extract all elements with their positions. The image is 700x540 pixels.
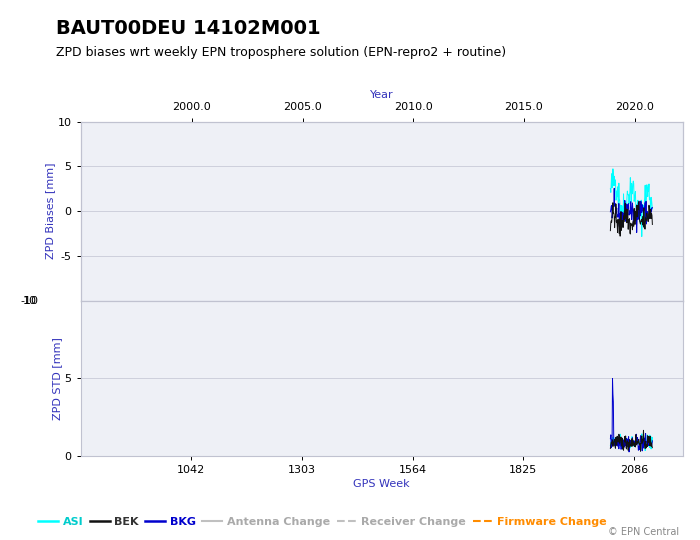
Text: 10: 10 (22, 295, 36, 306)
Text: BAUT00DEU 14102M001: BAUT00DEU 14102M001 (56, 19, 321, 38)
Legend: ASI, BEK, BKG, Antenna Change, Receiver Change, Firmware Change: ASI, BEK, BKG, Antenna Change, Receiver … (34, 513, 611, 532)
Text: ZPD biases wrt weekly EPN troposphere solution (EPN-repro2 + routine): ZPD biases wrt weekly EPN troposphere so… (56, 46, 506, 59)
X-axis label: GPS Week: GPS Week (354, 480, 410, 489)
Text: © EPN Central: © EPN Central (608, 527, 679, 537)
X-axis label: Year: Year (370, 90, 393, 100)
Text: -10: -10 (20, 295, 38, 306)
Y-axis label: ZPD Biases [mm]: ZPD Biases [mm] (45, 163, 55, 259)
Y-axis label: ZPD STD [mm]: ZPD STD [mm] (52, 337, 62, 420)
